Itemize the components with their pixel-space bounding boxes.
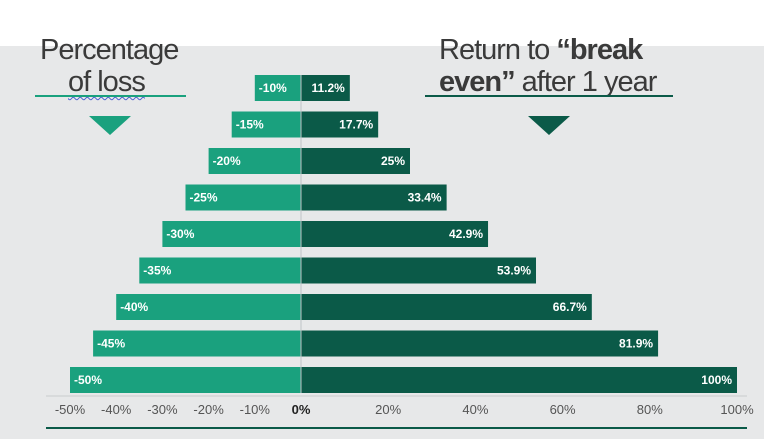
loss-bar-label: -20% (213, 154, 241, 168)
return-heading-post: after 1 year (514, 66, 658, 98)
return-bar-label: 11.2% (311, 81, 345, 95)
x-tick-label: -10% (240, 402, 271, 417)
loss-bar (116, 294, 301, 320)
x-tick-label: -30% (147, 402, 178, 417)
return-heading-bold1: “break (556, 34, 643, 66)
return-heading-underline (425, 95, 673, 97)
x-tick-label: -20% (193, 402, 224, 417)
return-bar-label: 33.4% (408, 191, 442, 205)
loss-bar-label: -45% (97, 337, 125, 351)
loss-heading-line1: Percentage (40, 34, 179, 66)
x-tick-label: -40% (101, 402, 132, 417)
loss-heading: Percentage of loss (40, 34, 179, 98)
loss-down-triangle-icon (89, 116, 131, 135)
x-tick-label: 40% (462, 402, 488, 417)
return-heading-bold2: even” (439, 66, 516, 98)
return-bar-label: 25% (381, 154, 405, 168)
return-down-triangle-icon (528, 116, 570, 135)
return-bar-label: 81.9% (619, 337, 653, 351)
return-heading: Return to “break even” after 1 year (439, 34, 658, 98)
return-heading-pre: Return to (439, 34, 557, 66)
return-bar-label: 53.9% (497, 264, 531, 278)
loss-bar-label: -35% (143, 264, 171, 278)
loss-heading-underline (35, 95, 186, 97)
x-tick-label: 60% (550, 402, 576, 417)
loss-bar (139, 257, 301, 284)
loss-bar (254, 75, 301, 101)
loss-bar-label: -10% (259, 81, 287, 95)
return-bar (301, 367, 737, 393)
x-tick-label: 0% (292, 402, 311, 417)
loss-bar-label: -50% (74, 373, 102, 387)
loss-heading-line2: of loss (68, 66, 146, 98)
loss-bar (70, 367, 301, 393)
loss-bar (93, 330, 301, 357)
return-bar-label: 66.7% (553, 300, 587, 314)
loss-bar (208, 148, 301, 174)
return-bar (301, 148, 410, 174)
x-tick-label: 20% (375, 402, 401, 417)
return-bar (301, 75, 350, 101)
loss-bar (185, 184, 301, 211)
loss-bar-label: -30% (166, 227, 194, 241)
loss-bar (162, 221, 301, 247)
loss-bar-label: -25% (190, 191, 218, 205)
return-bar (301, 184, 447, 211)
return-bar-label: 42.9% (449, 227, 483, 241)
return-bar (301, 330, 659, 357)
return-heading-line1: Return to “break (439, 34, 656, 66)
loss-bar-label: -15% (236, 118, 264, 132)
return-heading-line2: even” after 1 year (439, 66, 658, 98)
return-bar (301, 111, 379, 138)
loss-bar (231, 111, 301, 138)
return-bar (301, 257, 537, 284)
return-bar (301, 294, 592, 320)
x-tick-label: 80% (637, 402, 663, 417)
return-bar (301, 221, 489, 247)
loss-bar-label: -40% (120, 300, 148, 314)
x-tick-label: 100% (720, 402, 754, 417)
x-tick-label: -50% (55, 402, 86, 417)
return-bar-label: 100% (701, 373, 732, 387)
return-bar-label: 17.7% (339, 118, 373, 132)
